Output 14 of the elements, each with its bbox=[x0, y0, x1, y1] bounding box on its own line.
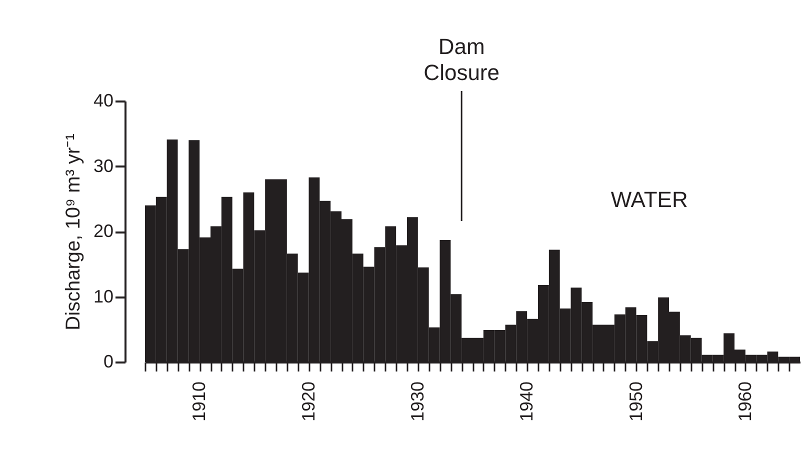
x-tick-label: 1960 bbox=[734, 382, 755, 422]
y-tick-label: 20 bbox=[93, 221, 114, 241]
y-tick-label: 0 bbox=[103, 352, 114, 372]
y-tick-label: 40 bbox=[93, 90, 114, 110]
y-tick-label: 10 bbox=[93, 286, 114, 306]
x-tick-label: 1910 bbox=[189, 382, 210, 422]
ref-line-label: Dam Closure bbox=[424, 34, 500, 85]
x-tick-label: 1930 bbox=[407, 382, 428, 422]
y-tick-label: 30 bbox=[93, 156, 114, 176]
x-tick-label: 1920 bbox=[298, 382, 318, 422]
annotation: WATER bbox=[610, 187, 688, 212]
y-axis-title: Discharge, 10⁹ m³ yr⁻¹ bbox=[62, 133, 84, 330]
x-tick-label: 1940 bbox=[516, 382, 537, 422]
x-tick-label: 1950 bbox=[626, 382, 646, 422]
